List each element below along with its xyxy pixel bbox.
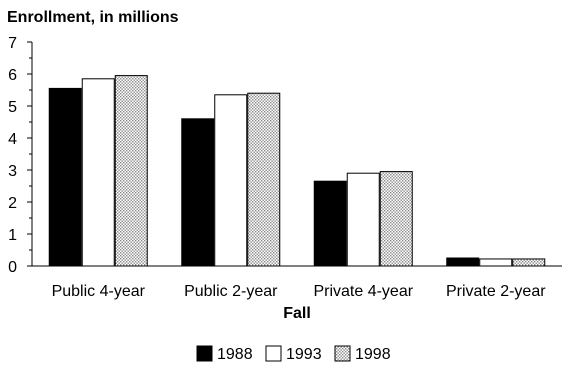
legend-label-1998: 1998 xyxy=(355,346,391,363)
legend-swatch-1993 xyxy=(265,345,282,362)
bar-1993-3 xyxy=(479,258,513,267)
y-tick-label: 4 xyxy=(8,131,17,148)
bar-1993-2 xyxy=(346,172,380,267)
bar-1988-0 xyxy=(48,87,82,267)
legend-label-1993: 1993 xyxy=(286,346,322,363)
bar-1993-1 xyxy=(214,94,248,267)
bar-1998-1 xyxy=(247,92,281,267)
x-axis: Public 4-year Public 2-year Private 4-year… xyxy=(52,283,547,300)
bar-1988-1 xyxy=(181,118,215,267)
bar-1988-2 xyxy=(313,180,347,267)
y-tick-label: 6 xyxy=(8,67,17,84)
y-tick-label: 2 xyxy=(8,195,17,212)
bar-1998-2 xyxy=(379,171,413,267)
y-axis-label: Enrollment, in millions xyxy=(7,9,179,26)
bar-1998-0 xyxy=(114,75,148,267)
y-tick-label: 3 xyxy=(8,163,17,180)
y-tick-label: 7 xyxy=(8,35,17,52)
legend-label-1988: 1988 xyxy=(217,346,253,363)
y-tick-label: 1 xyxy=(8,227,17,244)
plot-area xyxy=(48,75,546,267)
y-tick-label: 5 xyxy=(8,99,17,116)
legend-swatch-1988 xyxy=(196,345,213,362)
y-tick-label: 0 xyxy=(8,259,17,276)
bar-1998-3 xyxy=(512,258,546,267)
legend-swatch-1998 xyxy=(334,345,351,362)
legend: 1988 1993 1998 xyxy=(196,345,391,363)
bar-1993-0 xyxy=(81,78,115,267)
bar-1988-3 xyxy=(446,257,480,267)
x-axis-label: Fall xyxy=(283,305,311,322)
category-label: Public 4-year xyxy=(52,283,146,300)
category-label: Private 2-year xyxy=(446,283,546,300)
y-axis: 0 1 2 3 4 5 6 7 xyxy=(8,35,32,276)
category-label: Private 4-year xyxy=(313,283,413,300)
category-label: Public 2-year xyxy=(184,283,278,300)
